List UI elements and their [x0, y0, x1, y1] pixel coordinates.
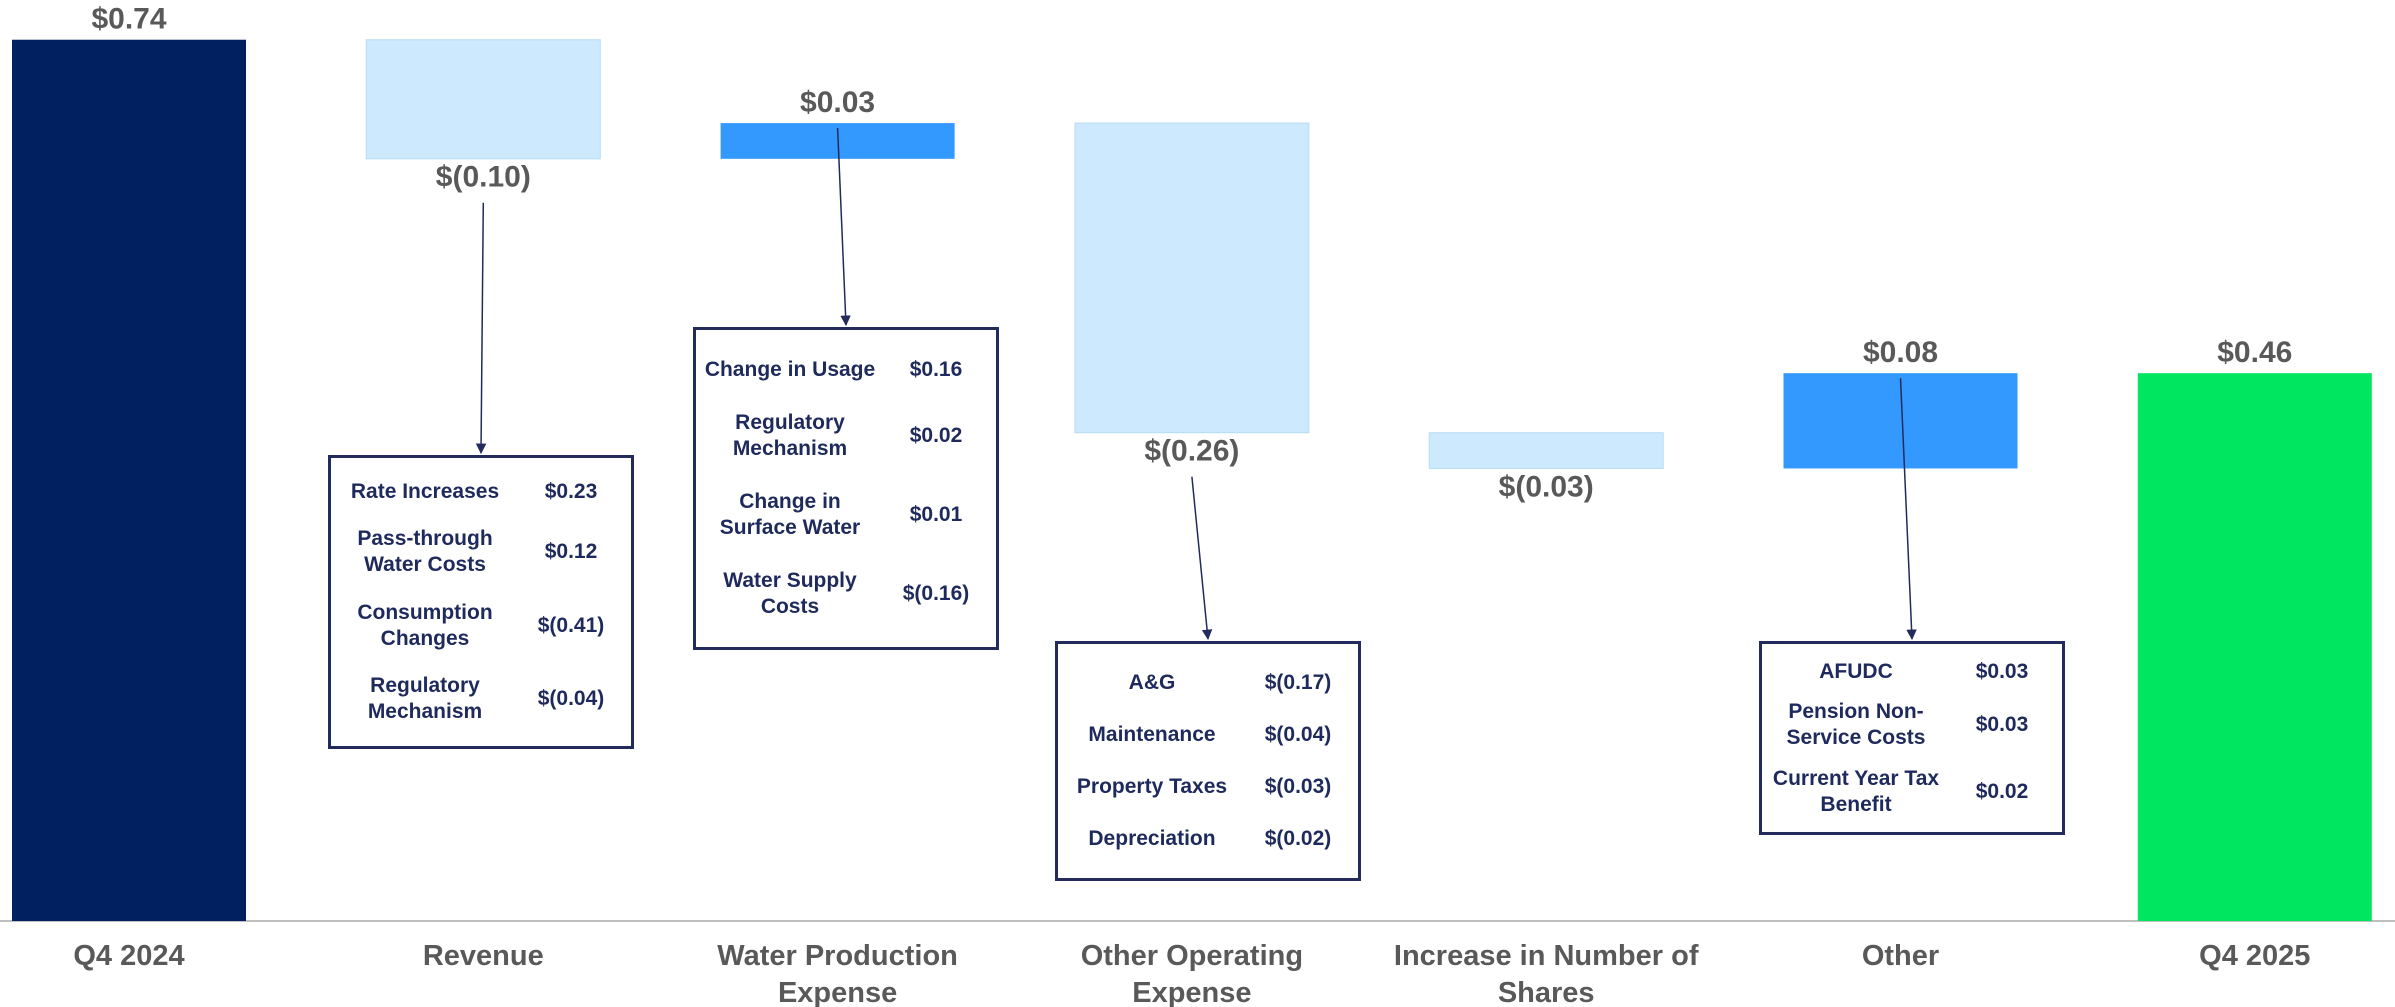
breakdown-box: Rate Increases $0.23 Pass-through Water Co… [328, 455, 634, 749]
breakdown-label: Change in Usage [704, 358, 876, 381]
breakdown-row: Current Year Tax Benefit $0.02 [1762, 766, 2062, 818]
x-tick-label: Increase in Number of Shares [1393, 940, 1699, 1007]
breakdown-value: $(0.16) [902, 582, 970, 605]
bar [12, 39, 246, 921]
value-label: $0.08 [1863, 336, 1938, 369]
breakdown-value: $(0.17) [1264, 671, 1332, 694]
breakdown-row: A&G $(0.17) [1058, 670, 1358, 696]
value-label: $(0.03) [1499, 470, 1594, 503]
value-label: $0.46 [2217, 336, 2292, 369]
breakdown-label: Water Supply Costs [723, 569, 857, 618]
breakdown-label: Regulatory Mechanism [732, 411, 848, 460]
breakdown-label: Rate Increases [350, 480, 500, 504]
breakdown-row: Pension Non-Service Costs $0.03 [1762, 699, 2062, 751]
breakdown-value: $(0.02) [1264, 827, 1332, 850]
bar [1074, 122, 1310, 434]
breakdown-label: Property Taxes [1076, 775, 1228, 798]
bar [2137, 373, 2372, 921]
breakdown-box: AFUDC $0.03 Pension Non-Service Costs $0.03… [1759, 641, 2065, 835]
value-label: $0.03 [800, 86, 875, 119]
breakdown-value: $0.16 [909, 358, 963, 381]
breakdown-row: Water Supply Costs $(0.16) [696, 568, 996, 620]
bar [1428, 432, 1664, 469]
breakdown-label: Depreciation [1088, 827, 1216, 850]
breakdown-box: Change in Usage $0.16 Regulatory Mechanism… [693, 327, 999, 650]
breakdown-label: Pass-through Water Costs [357, 527, 493, 577]
breakdown-value: $0.03 [1975, 713, 2029, 736]
arrow [1899, 378, 1917, 641]
breakdown-value: $(0.04) [1264, 723, 1332, 746]
breakdown-row: Regulatory Mechanism $(0.04) [331, 673, 631, 725]
breakdown-row: Change in Surface Water $0.01 [696, 489, 996, 541]
breakdown-value: $0.12 [544, 540, 598, 564]
arrow [836, 128, 851, 327]
breakdown-label: Regulatory Mechanism [367, 673, 483, 723]
value-label: $(0.26) [1144, 435, 1239, 468]
x-tick-label: Water Production Expense [717, 940, 958, 1007]
x-tick-label: Other Operating Expense [1080, 940, 1304, 1007]
value-label: $(0.10) [436, 161, 531, 194]
breakdown-value: $0.01 [909, 503, 963, 526]
bar [365, 39, 601, 160]
breakdown-value: $0.02 [909, 424, 963, 447]
breakdown-row: Pass-through Water Costs $0.12 [331, 526, 631, 578]
breakdown-value: $0.23 [544, 480, 598, 504]
value-label: $0.74 [91, 3, 166, 36]
breakdown-label: AFUDC [1819, 659, 1893, 683]
x-tick-label: Revenue [422, 940, 544, 972]
breakdown-row: Change in Usage $0.16 [696, 357, 996, 383]
arrow [1191, 476, 1213, 641]
breakdown-value: $(0.03) [1264, 775, 1332, 798]
breakdown-value: $(0.41) [537, 613, 605, 637]
breakdown-label: Consumption Changes [357, 600, 493, 650]
breakdown-value: $(0.04) [537, 686, 605, 710]
breakdown-row: Property Taxes $(0.03) [1058, 774, 1358, 800]
breakdown-label: A&G [1128, 671, 1176, 694]
breakdown-row: AFUDC $0.03 [1762, 659, 2062, 685]
breakdown-row: Consumption Changes $(0.41) [331, 600, 631, 652]
breakdown-row: Rate Increases $0.23 [331, 479, 631, 505]
breakdown-label: Current Year Tax Benefit [1772, 766, 1940, 816]
breakdown-label: Change in Surface Water [719, 490, 861, 539]
breakdown-row: Depreciation $(0.02) [1058, 826, 1358, 852]
breakdown-value: $0.03 [1975, 659, 2029, 683]
breakdown-row: Regulatory Mechanism $0.02 [696, 410, 996, 462]
breakdown-value: $0.02 [1975, 779, 2029, 803]
breakdown-label: Maintenance [1088, 723, 1216, 746]
x-tick-label: Q4 2024 [73, 940, 185, 972]
breakdown-row: Maintenance $(0.04) [1058, 722, 1358, 748]
breakdown-box: A&G $(0.17) Maintenance $(0.04) Property Tax… [1055, 641, 1361, 881]
x-tick-label: Q4 2025 [2199, 940, 2311, 972]
arrow [475, 202, 487, 455]
breakdown-label: Pension Non-Service Costs [1786, 700, 1926, 749]
x-tick-label: Other [1861, 940, 1940, 972]
